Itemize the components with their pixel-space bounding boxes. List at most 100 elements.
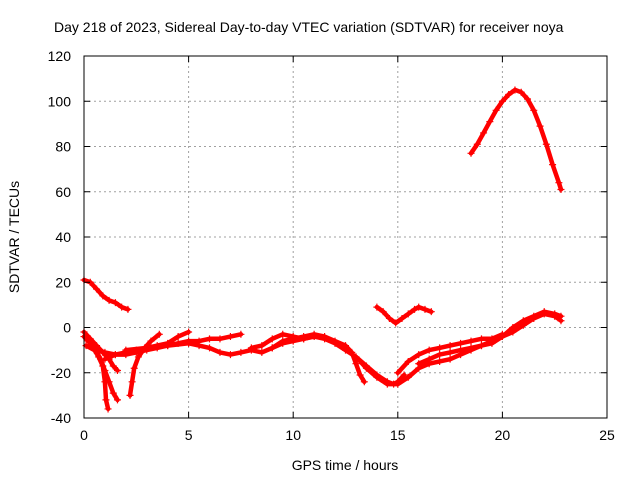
x-tick-label: 10 [285, 427, 301, 443]
data-point [101, 355, 109, 363]
data-point [492, 106, 500, 114]
data-point [505, 90, 513, 98]
chart-title: Day 218 of 2023, Sidereal Day-to-day VTE… [54, 19, 564, 35]
data-point [331, 337, 339, 345]
axis-ticks: 0 5 10 15 20 25 -40 -20 0 20 40 60 80 100 120 [48, 48, 615, 443]
data-point [101, 378, 109, 386]
data-point [226, 333, 234, 341]
data-point [93, 285, 101, 293]
series-track-13 [415, 308, 565, 368]
data-point [557, 185, 565, 193]
x-tick-label: 15 [390, 427, 406, 443]
data-point [300, 333, 308, 341]
series-track-14 [373, 303, 435, 327]
data-point [394, 380, 402, 388]
data-point [352, 353, 360, 361]
data-point [457, 346, 465, 354]
data-point [551, 310, 559, 318]
data-point [480, 129, 488, 137]
data-point [111, 351, 119, 359]
data-point [237, 330, 245, 338]
data-point [258, 342, 266, 350]
data-point [446, 355, 454, 363]
data-point [101, 348, 109, 356]
data-point [174, 333, 182, 341]
data-point [425, 346, 433, 354]
data-point [394, 369, 402, 377]
data-point [342, 342, 349, 350]
data-point [436, 357, 444, 365]
y-tick-label: 0 [63, 320, 71, 336]
data-point [143, 344, 151, 352]
y-tick-label: -40 [51, 410, 71, 426]
data-point [425, 355, 433, 363]
data-point [216, 335, 224, 343]
data-point [90, 346, 98, 354]
series-track-15 [467, 86, 565, 193]
data-point [352, 360, 360, 368]
data-point [530, 312, 538, 320]
data-point [247, 344, 255, 352]
data-point [95, 353, 103, 361]
data-point [279, 330, 287, 338]
series-track-10 [268, 330, 368, 386]
data-point [104, 405, 112, 413]
data-point [279, 337, 287, 345]
data-point [446, 342, 454, 350]
data-point [519, 317, 527, 325]
data-point [185, 328, 193, 336]
data-point [392, 319, 400, 327]
y-tick-label: 80 [55, 139, 71, 155]
data-point [557, 312, 565, 320]
data-point [226, 351, 234, 359]
data-point [427, 308, 435, 316]
series-line [468, 87, 564, 192]
data-point [555, 179, 563, 187]
data-point [147, 337, 155, 345]
data-point [517, 88, 525, 96]
y-tick-label: -20 [51, 365, 71, 381]
data-point [185, 339, 193, 347]
x-tick-label: 25 [599, 427, 615, 443]
x-tick-label: 20 [495, 427, 511, 443]
data-point [130, 364, 138, 372]
data-point [467, 149, 475, 157]
data-point [99, 292, 107, 300]
plot-area [80, 86, 565, 413]
data-point [498, 333, 506, 341]
data-point [268, 344, 276, 352]
data-point [536, 122, 544, 130]
y-tick-label: 40 [55, 229, 71, 245]
data-point [310, 330, 318, 338]
grid [84, 56, 607, 418]
data-point [398, 314, 406, 322]
data-point [124, 305, 132, 313]
data-point [164, 342, 172, 350]
data-point [404, 373, 412, 381]
data-point [102, 396, 110, 404]
data-point [373, 303, 381, 311]
data-point [436, 344, 444, 352]
data-point [524, 95, 532, 103]
data-point [195, 342, 203, 350]
data-point [84, 337, 92, 345]
x-tick-label: 0 [80, 427, 88, 443]
data-point [415, 303, 423, 311]
data-point [467, 337, 475, 345]
data-point [488, 339, 496, 347]
x-tick-label: 5 [185, 427, 193, 443]
data-point [404, 357, 412, 365]
series-line [374, 304, 434, 326]
data-point [360, 378, 368, 386]
data-point [155, 330, 163, 338]
data-point [128, 378, 136, 386]
series-track-06 [126, 330, 163, 399]
x-axis-label: GPS time / hours [292, 457, 399, 473]
data-point [549, 161, 557, 169]
data-point [113, 396, 121, 404]
data-point [404, 310, 412, 318]
data-point [206, 335, 214, 343]
data-point [385, 314, 393, 322]
data-point [509, 324, 517, 331]
data-point [134, 353, 142, 361]
